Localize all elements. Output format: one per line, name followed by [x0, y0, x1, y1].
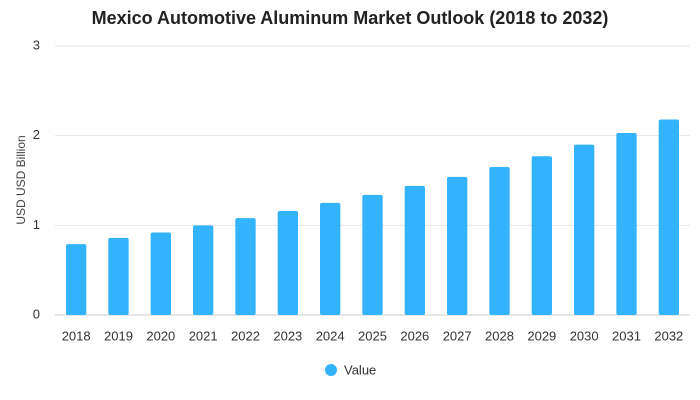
x-tick-label: 2026 [400, 328, 429, 343]
x-tick-label: 2023 [273, 328, 302, 343]
chart-title: Mexico Automotive Aluminum Market Outloo… [91, 8, 609, 28]
x-tick-label: 2028 [485, 328, 514, 343]
bar [447, 176, 468, 315]
bar [531, 156, 552, 315]
legend-label: Value [344, 362, 376, 377]
bar [362, 194, 383, 315]
x-tick-label: 2031 [612, 328, 641, 343]
bar [150, 232, 171, 315]
bar [277, 210, 298, 315]
bar [658, 119, 679, 315]
x-tick-label: 2030 [570, 328, 599, 343]
x-tick-label: 2018 [62, 328, 91, 343]
x-tick-label: 2019 [104, 328, 133, 343]
bar [616, 132, 637, 315]
y-axis-label: USD USD Billion [14, 135, 28, 224]
y-tick-labels: 0 1 2 3 [33, 37, 40, 321]
x-tick-label: 2022 [231, 328, 260, 343]
legend: Value [325, 362, 376, 377]
y-tick-label: 1 [33, 217, 40, 232]
x-tick-label: 2024 [316, 328, 345, 343]
x-tick-label: 2020 [146, 328, 175, 343]
x-tick-labels: 2018 2019 2020 2021 2022 2023 2024 2025 2026 2027… [62, 328, 684, 343]
bars [66, 119, 679, 315]
bar [489, 167, 510, 315]
y-tick-label: 2 [33, 127, 40, 142]
x-tick-label: 2025 [358, 328, 387, 343]
legend-marker [325, 364, 337, 376]
bar [193, 225, 214, 315]
x-tick-label: 2021 [189, 328, 218, 343]
y-tick-label: 3 [33, 37, 40, 52]
bar [66, 244, 87, 315]
bar [404, 185, 425, 315]
bar [320, 202, 341, 315]
x-tick-label: 2029 [527, 328, 556, 343]
bar [108, 237, 129, 315]
y-tick-label: 0 [33, 306, 40, 321]
x-tick-label: 2032 [654, 328, 683, 343]
bar [574, 144, 595, 315]
bar [235, 218, 256, 315]
x-tick-label: 2027 [443, 328, 472, 343]
